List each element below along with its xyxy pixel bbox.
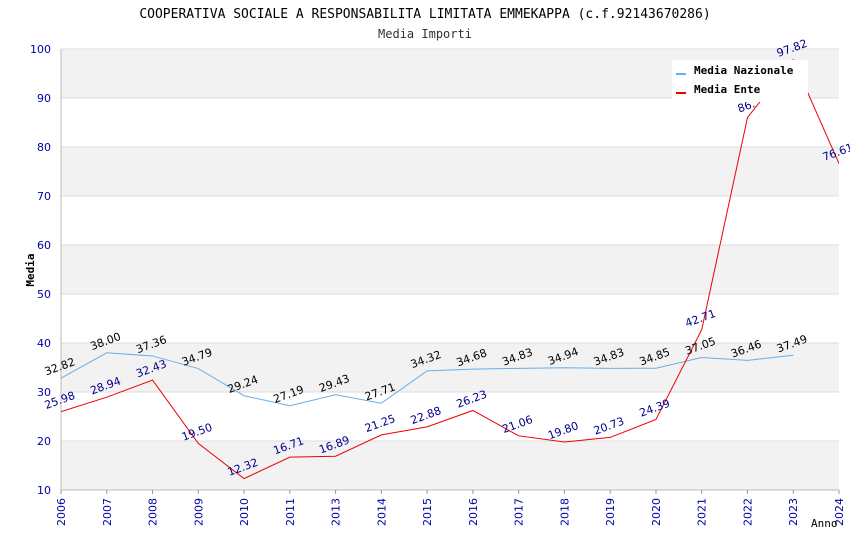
- legend-box: [672, 60, 808, 102]
- x-tick-label: 2011: [284, 498, 297, 526]
- x-tick-label: 2016: [467, 498, 480, 526]
- x-tick-label: 2008: [147, 498, 160, 526]
- x-tick-label: 2007: [101, 498, 114, 526]
- y-axis-label: Media: [24, 253, 37, 286]
- grid-band: [61, 343, 839, 392]
- grid-lines: [61, 48, 839, 491]
- legend-entry: Media Nazionale: [694, 64, 794, 77]
- y-tick-label: 80: [37, 141, 51, 154]
- y-tick-label: 50: [37, 288, 51, 301]
- x-tick-label: 2015: [421, 498, 434, 526]
- x-tick-label: 2020: [650, 498, 663, 526]
- x-tick-label: 2021: [696, 498, 709, 526]
- x-tick-label: 2024: [833, 498, 846, 526]
- x-tick-label: 2017: [513, 498, 526, 526]
- data-label: 24.39: [638, 397, 672, 420]
- grid-band: [61, 441, 839, 490]
- chart-title: COOPERATIVA SOCIALE A RESPONSABILITA LIM…: [139, 7, 710, 22]
- x-tick-label: 2010: [238, 498, 251, 526]
- legend: Media Nazionale Media Ente: [672, 60, 808, 102]
- x-tick-label: 2006: [55, 498, 68, 526]
- plot-background: [61, 49, 839, 490]
- data-label: 20.73: [592, 415, 626, 438]
- data-label: 42.71: [683, 307, 717, 330]
- chart-subtitle: Media Importi: [378, 27, 472, 41]
- y-tick-label: 90: [37, 92, 51, 105]
- x-tick-label: 2019: [604, 498, 617, 526]
- y-tick-label: 20: [37, 435, 51, 448]
- data-label: 22.88: [409, 404, 443, 427]
- y-tick-label: 40: [37, 337, 51, 350]
- grid-band: [61, 147, 839, 196]
- data-label: 21.06: [500, 413, 534, 436]
- legend-entry: Media Ente: [694, 83, 761, 96]
- data-label: 21.25: [363, 412, 397, 435]
- y-tick-label: 100: [30, 43, 51, 56]
- y-tick-label: 60: [37, 239, 51, 252]
- data-label: 19.80: [546, 419, 580, 442]
- x-axis-label: Anno: [811, 517, 838, 530]
- x-tick-label: 2014: [375, 498, 388, 526]
- series-line-media-nazionale: [61, 352, 794, 407]
- y-tick-label: 30: [37, 386, 51, 399]
- x-tick-label: 2009: [192, 498, 205, 526]
- y-tick-label: 70: [37, 190, 51, 203]
- plot-area: [61, 58, 839, 480]
- x-tick-label: 2022: [741, 498, 754, 526]
- grid-band: [61, 245, 839, 294]
- data-label: 19.50: [180, 421, 214, 444]
- y-tick-label: 10: [37, 484, 51, 497]
- x-tick-label: 2023: [787, 498, 800, 526]
- axes: 10 20 30 40 50 60 70 80 90 100 2006 2007 2008 2009 201…: [30, 43, 846, 526]
- x-tick-label: 2013: [330, 498, 343, 526]
- series-line-media-ente: [61, 58, 839, 480]
- x-tick-label: 2018: [558, 498, 571, 526]
